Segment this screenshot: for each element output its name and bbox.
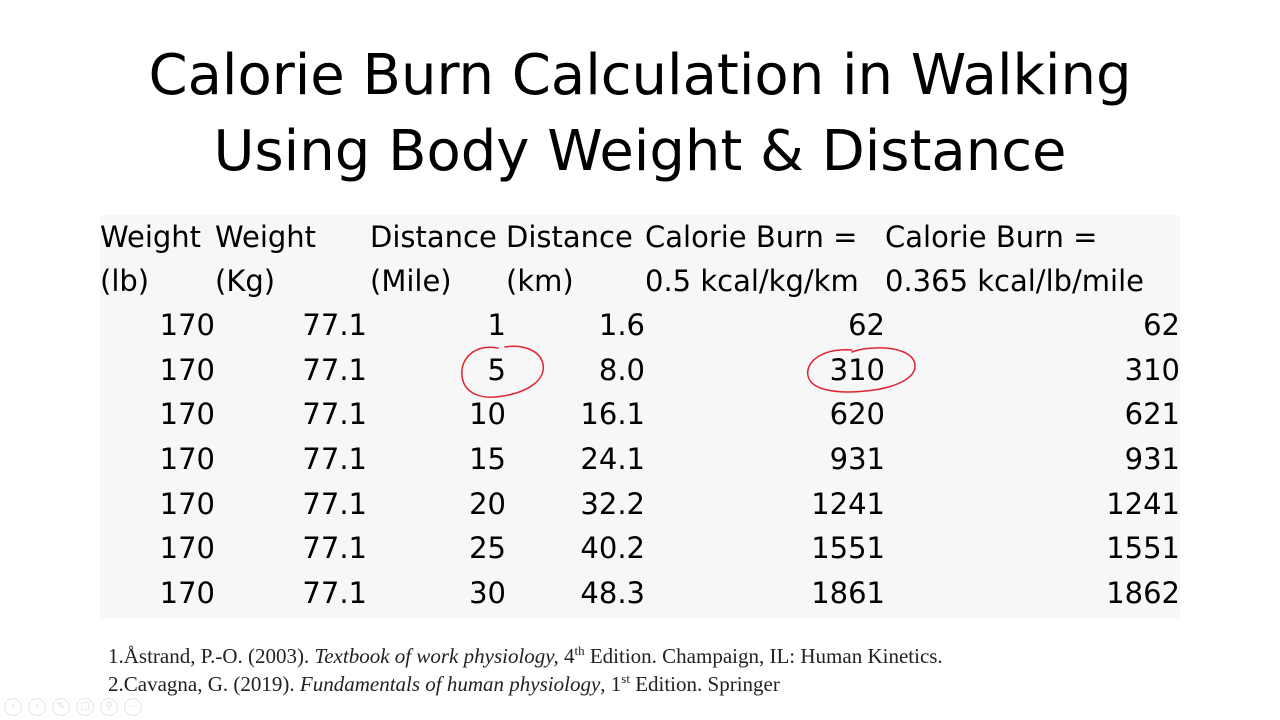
cell-calorie-kg: 620 [829,397,885,432]
cell-distance-km: 1.6 [598,308,645,343]
cell-calorie-kg: 1551 [811,531,885,566]
cell-distance-mile: 30 [469,575,506,610]
cell-calorie-kg: 310 [829,352,885,387]
cell-weight-lb: 170 [159,531,215,566]
reference-2-publisher: Edition. Springer [629,672,780,696]
header-weight-lb-line1: Weight [100,220,202,254]
cell-weight-lb: 170 [159,397,215,432]
cell-calorie-kg: 1241 [811,486,885,521]
pen-icon[interactable]: ✎ [52,698,70,716]
calorie-table-container: Weight Weight Distance Distance Calorie … [100,215,1180,618]
zoom-icon[interactable]: ⚲ [100,698,118,716]
reference-2-title: Fundamentals of human physiology [299,672,601,696]
cell-calorie-kg: 931 [829,442,885,477]
cell-weight-kg: 77.1 [302,397,367,432]
cell-weight-kg: 77.1 [302,352,367,387]
presentation-toolbar: ‹ › ✎ □ ⚲ ⋯ [4,698,142,716]
forward-icon[interactable]: › [28,698,46,716]
table-row: 170 77.1 10 16.1 620 621 [100,392,1180,437]
cell-weight-kg: 77.1 [302,531,367,566]
cell-distance-mile: 5 [487,352,506,387]
slide-title: Calorie Burn Calculation in Walking Usin… [0,38,1280,190]
cell-calorie-lb: 1551 [1106,531,1180,566]
header-distance-km-line1: Distance [506,220,633,254]
header-weight-lb-line2: (lb) [100,264,150,298]
cell-distance-mile: 20 [469,486,506,521]
header-weight-kg-line1: Weight [215,220,317,254]
reference-2: 2.Cavagna, G. (2019). Fundamentals of hu… [108,670,943,698]
cell-weight-kg: 77.1 [302,575,367,610]
table-row: 170 77.1 5 8.0 310 310 [100,348,1180,393]
cell-distance-km: 32.2 [580,486,645,521]
cell-weight-lb: 170 [159,442,215,477]
cell-weight-lb: 170 [159,308,215,343]
reference-1-edition: 4 [558,644,575,668]
cell-calorie-lb: 931 [1124,442,1180,477]
header-weight-kg-line2: (Kg) [215,264,276,298]
table-row: 170 77.1 15 24.1 931 931 [100,437,1180,482]
table-body: 170 77.1 1 1.6 62 62 170 77.1 5 8.0 310 310 170 77.1 1… [100,303,1180,615]
reference-1-edition-sup: th [574,643,585,658]
cell-weight-kg: 77.1 [302,486,367,521]
cell-calorie-kg: 62 [848,308,885,343]
cell-distance-mile: 15 [469,442,506,477]
header-calorie-lb-line2: 0.365 kcal/lb/mile [885,264,1145,298]
cell-distance-mile: 1 [487,308,506,343]
cell-distance-km: 8.0 [598,352,645,387]
more-icon[interactable]: ⋯ [124,698,142,716]
cell-distance-mile: 10 [469,397,506,432]
cell-weight-lb: 170 [159,575,215,610]
back-icon[interactable]: ‹ [4,698,22,716]
table-row: 170 77.1 30 48.3 1861 1862 [100,571,1180,616]
cell-weight-lb: 170 [159,352,215,387]
header-distance-mile-line2: (Mile) [370,264,452,298]
reference-2-edition-sup: st [621,671,630,686]
header-distance-mile-line1: Distance [370,220,497,254]
reference-1-publisher: Edition. Champaign, IL: Human Kinetics. [584,644,943,668]
cell-weight-kg: 77.1 [302,308,367,343]
cell-calorie-lb: 621 [1124,397,1180,432]
cell-distance-km: 24.1 [580,442,645,477]
highlighter-icon[interactable]: □ [76,698,94,716]
references: 1.Åstrand, P.-O. (2003). Textbook of wor… [108,642,943,698]
reference-1-author: 1.Åstrand, P.-O. (2003). [108,644,315,668]
table-row: 170 77.1 1 1.6 62 62 [100,303,1180,348]
slide-title-line-1: Calorie Burn Calculation in Walking [148,43,1132,108]
cell-calorie-lb: 62 [1143,308,1180,343]
cell-calorie-lb: 1241 [1106,486,1180,521]
cell-distance-km: 48.3 [580,575,645,610]
header-distance-km-line2: (km) [506,264,574,298]
cell-calorie-lb: 310 [1124,352,1180,387]
header-calorie-kg-line1: Calorie Burn = [645,220,858,254]
reference-1: 1.Åstrand, P.-O. (2003). Textbook of wor… [108,642,943,670]
cell-distance-mile: 25 [469,531,506,566]
cell-calorie-kg: 1861 [811,575,885,610]
header-calorie-lb-line1: Calorie Burn = [885,220,1098,254]
cell-distance-km: 16.1 [580,397,645,432]
table-row: 170 77.1 25 40.2 1551 1551 [100,526,1180,571]
slide-title-line-2: Using Body Weight & Distance [213,119,1067,184]
reference-1-title: Textbook of work physiology, [314,644,559,668]
calorie-table: Weight Weight Distance Distance Calorie … [100,215,1180,615]
cell-calorie-lb: 1862 [1106,575,1180,610]
header-calorie-kg-line2: 0.5 kcal/kg/km [645,264,859,298]
header-row-1: Weight Weight Distance Distance Calorie … [100,215,1180,259]
reference-2-author: 2.Cavagna, G. (2019). [108,672,300,696]
cell-weight-lb: 170 [159,486,215,521]
cell-distance-km: 40.2 [580,531,645,566]
cell-weight-kg: 77.1 [302,442,367,477]
table-row: 170 77.1 20 32.2 1241 1241 [100,481,1180,526]
header-row-2: (lb) (Kg) (Mile) (km) 0.5 kcal/kg/km 0.3… [100,259,1180,303]
reference-2-edition: , 1 [600,672,622,696]
